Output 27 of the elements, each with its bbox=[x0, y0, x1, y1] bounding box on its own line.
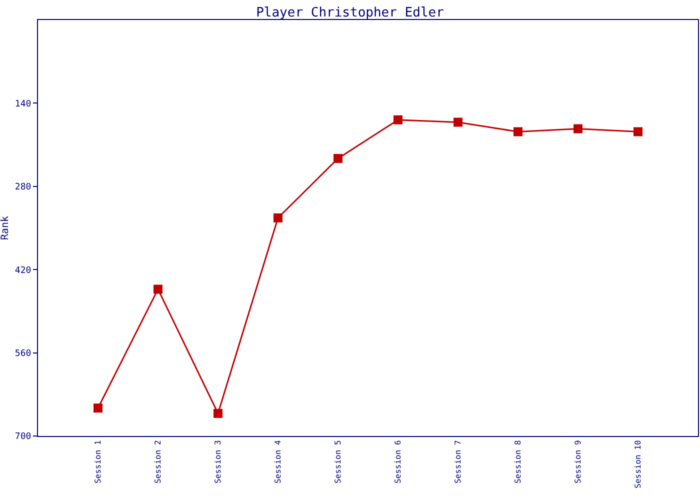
x-tick-label: Session 2 bbox=[154, 440, 163, 484]
point bbox=[574, 124, 582, 134]
y-tick-label: 140 bbox=[14, 99, 32, 110]
y-tick-label: 700 bbox=[14, 432, 32, 442]
point bbox=[514, 127, 522, 136]
point bbox=[274, 213, 282, 222]
x-tick-label: Session 5 bbox=[334, 440, 343, 484]
point bbox=[454, 118, 462, 127]
point bbox=[634, 127, 642, 136]
x-tick-label: Session 7 bbox=[454, 440, 463, 484]
point bbox=[334, 154, 342, 163]
point bbox=[394, 115, 402, 124]
x-tick-label: Session 1 bbox=[94, 440, 103, 484]
chart-title: Player Christopher Edler bbox=[256, 6, 444, 21]
y-tick-label: 420 bbox=[14, 266, 32, 276]
point bbox=[214, 408, 222, 418]
x-tick-label: Session 9 bbox=[574, 440, 583, 484]
y-tick-label: 280 bbox=[14, 182, 32, 193]
y-axis-title: Rank bbox=[0, 216, 11, 240]
x-tick-label: Session 8 bbox=[514, 440, 523, 484]
y-tick-label: 560 bbox=[14, 348, 32, 359]
point bbox=[94, 404, 102, 413]
point bbox=[154, 284, 162, 294]
x-tick-label: Session 3 bbox=[214, 440, 223, 484]
x-tick-label: Session 4 bbox=[274, 440, 283, 484]
x-tick-label: Session 10 bbox=[634, 440, 643, 488]
x-tick-label: Session 6 bbox=[394, 440, 403, 484]
